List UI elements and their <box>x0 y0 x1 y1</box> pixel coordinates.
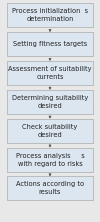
FancyBboxPatch shape <box>7 32 93 56</box>
Text: Check suitability
desired: Check suitability desired <box>22 124 78 138</box>
Text: Assessment of suitability
currents: Assessment of suitability currents <box>8 66 92 80</box>
FancyBboxPatch shape <box>7 61 93 85</box>
FancyBboxPatch shape <box>7 148 93 172</box>
FancyBboxPatch shape <box>7 176 93 200</box>
FancyBboxPatch shape <box>7 3 93 27</box>
FancyBboxPatch shape <box>7 119 93 143</box>
Text: Setting fitness targets: Setting fitness targets <box>13 41 87 47</box>
Text: Process initialization  s
determination: Process initialization s determination <box>12 8 88 22</box>
Text: Actions according to
results: Actions according to results <box>16 181 84 196</box>
Text: Process analysis     s
with regard to risks: Process analysis s with regard to risks <box>16 153 84 167</box>
Text: Determining suitability
desired: Determining suitability desired <box>12 95 88 109</box>
FancyBboxPatch shape <box>7 90 93 114</box>
